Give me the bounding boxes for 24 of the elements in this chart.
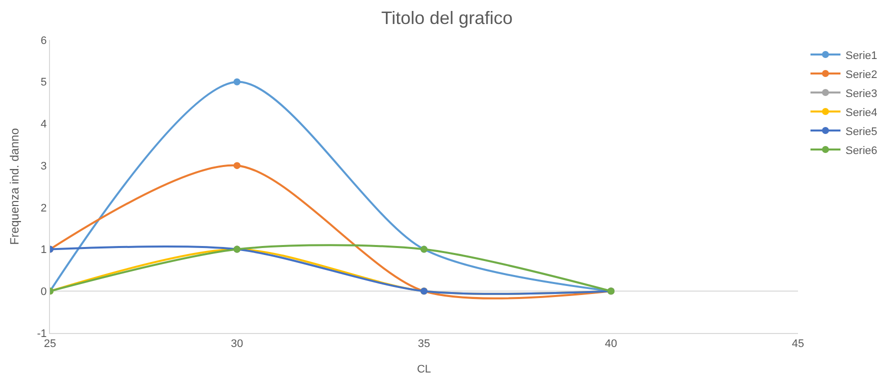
x-tick-label: 40 bbox=[604, 338, 618, 350]
y-tick-label: 6 bbox=[40, 34, 47, 47]
y-tick-label: 1 bbox=[40, 244, 47, 256]
y-tick-label: 0 bbox=[40, 286, 47, 298]
y-tick-label: -1 bbox=[37, 328, 47, 340]
x-tick-label: 45 bbox=[792, 338, 804, 350]
x-tick-label: 35 bbox=[418, 338, 430, 350]
legend-label: Serie4 bbox=[845, 106, 878, 119]
legend-label: Serie6 bbox=[845, 144, 878, 157]
y-tick-label: 2 bbox=[40, 202, 47, 214]
chart-title: Titolo del grafico bbox=[381, 8, 513, 28]
y-axis-title: Frequenza ind. danno bbox=[7, 128, 22, 245]
x-tick-label: 25 bbox=[44, 338, 56, 350]
legend-label: Serie1 bbox=[845, 50, 878, 62]
x-axis-title: CL bbox=[416, 363, 432, 376]
point bbox=[234, 162, 240, 170]
legend-label: Serie3 bbox=[845, 88, 878, 100]
x-tick-label: 30 bbox=[230, 338, 244, 350]
legend-label: Serie2 bbox=[845, 68, 878, 81]
point bbox=[234, 78, 240, 86]
y-tick-label: 3 bbox=[40, 160, 47, 172]
legend-label: Serie5 bbox=[845, 126, 878, 138]
y-tick-label: 5 bbox=[40, 76, 47, 89]
y-tick-label: 4 bbox=[40, 118, 47, 131]
